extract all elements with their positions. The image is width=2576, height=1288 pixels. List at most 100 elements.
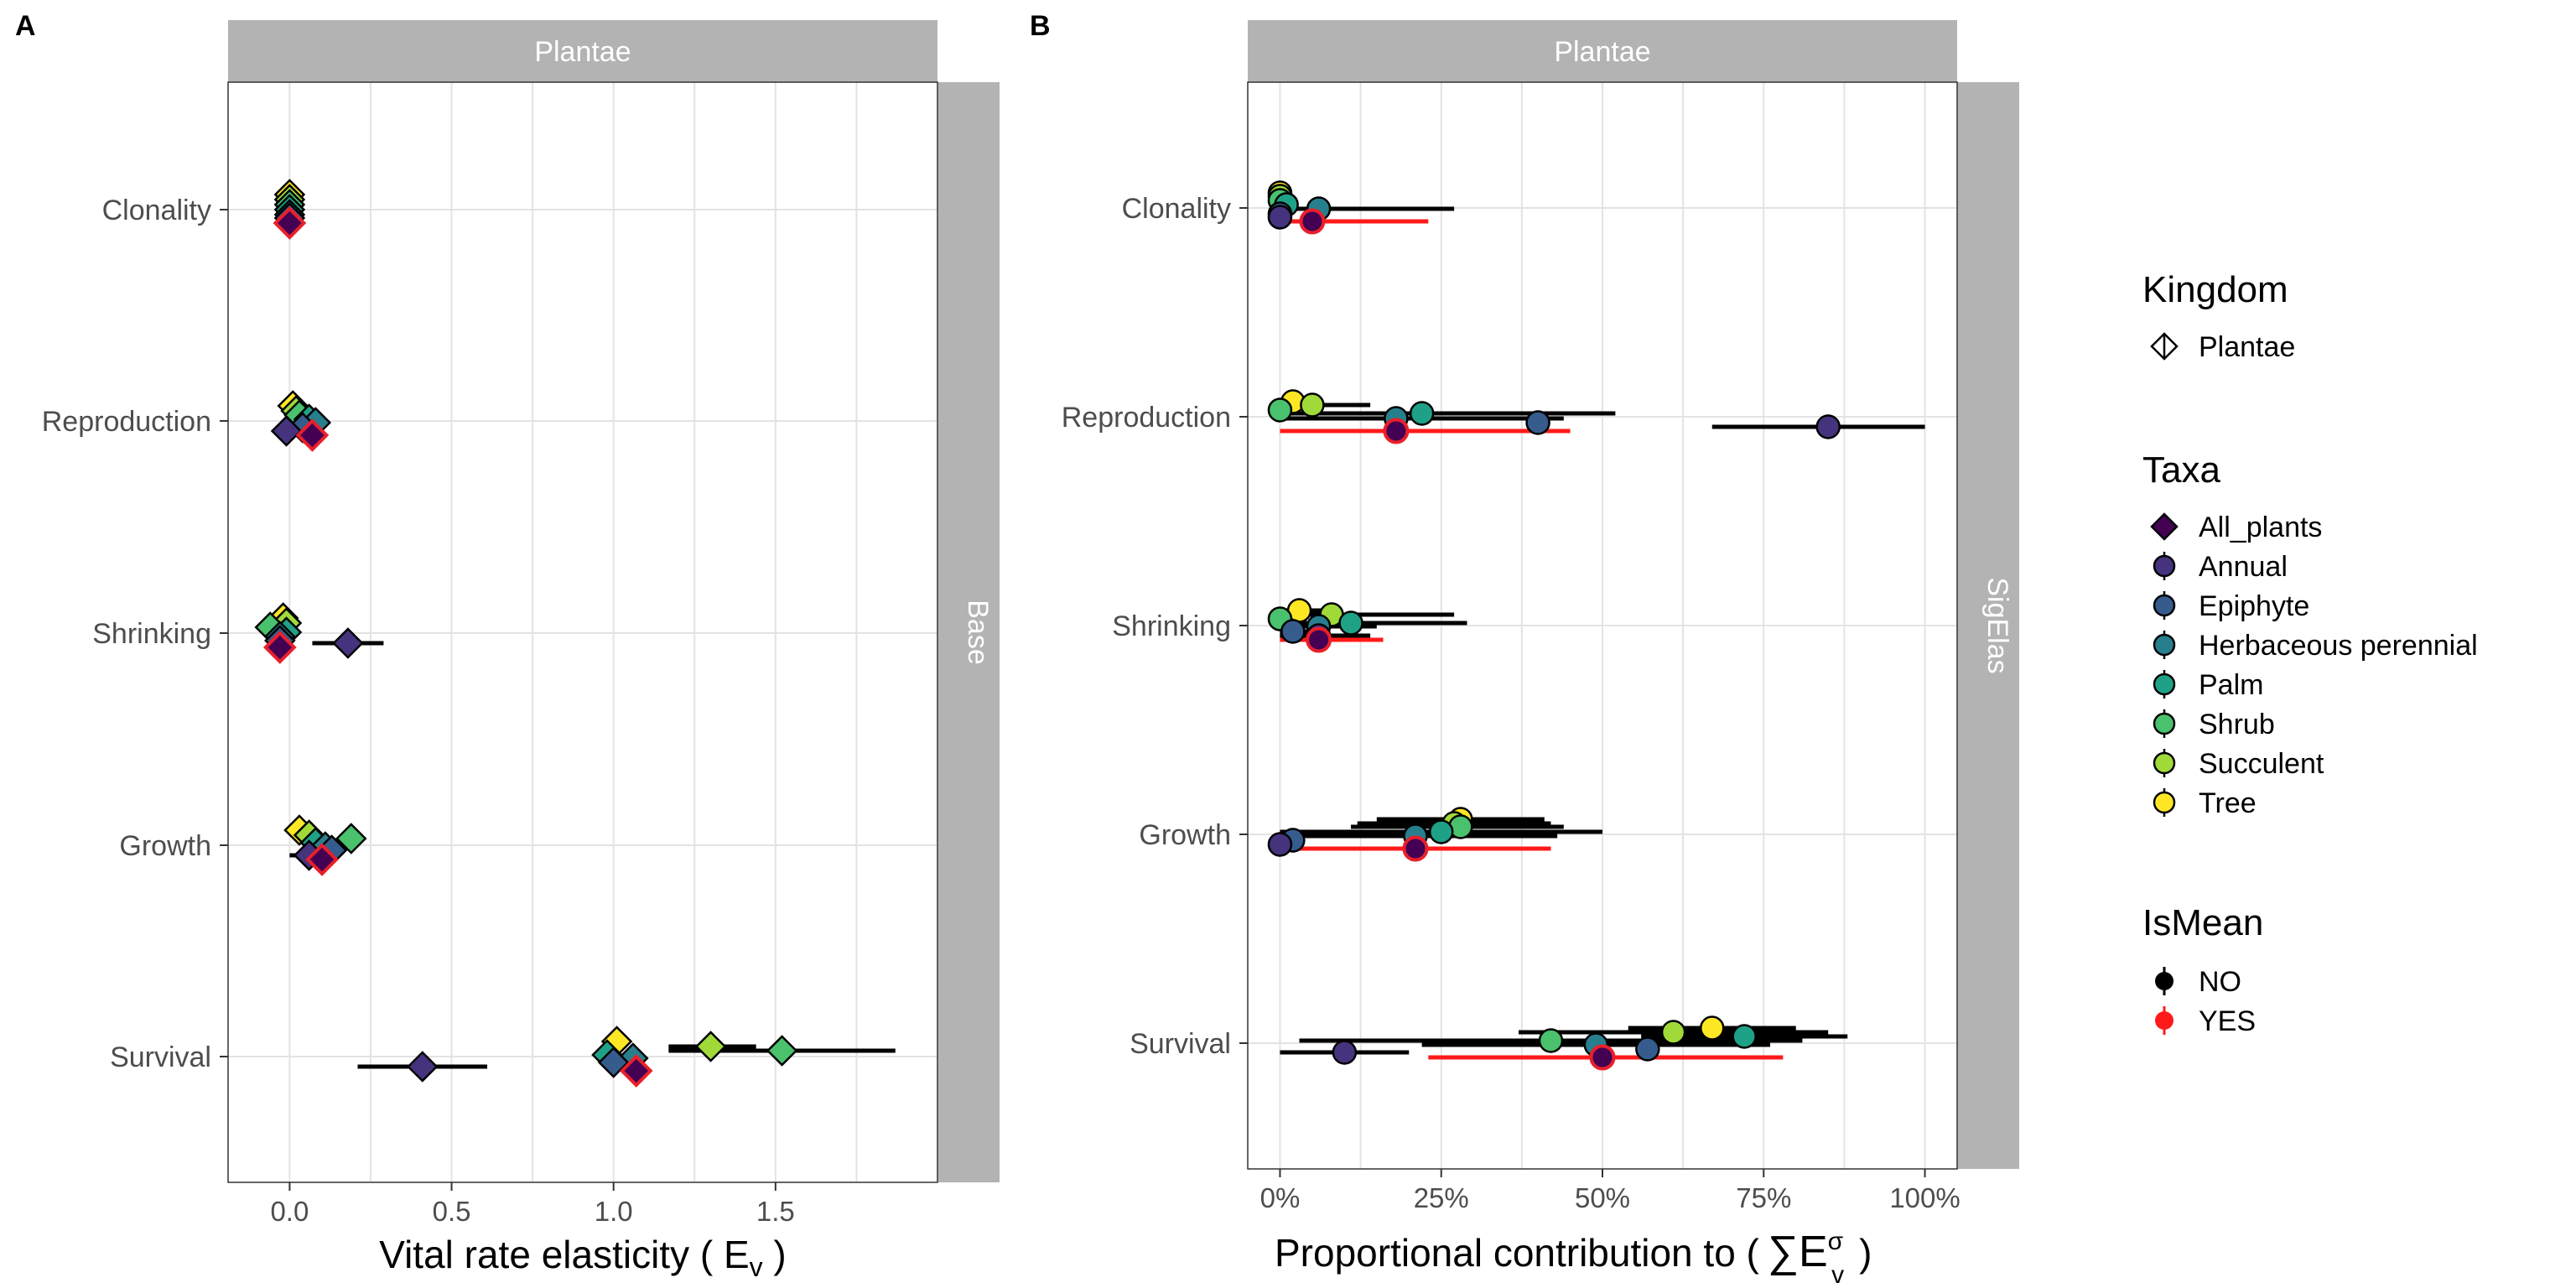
panel-a-top-strip bbox=[228, 20, 937, 82]
panel-a-marks bbox=[254, 179, 896, 1088]
panel-b-point-shrinking-epiphyte bbox=[1280, 619, 1306, 644]
legend-taxa-item-annual: Annual bbox=[2199, 551, 2288, 583]
panel-b-point-survival-tree bbox=[1699, 1015, 1725, 1041]
legend-taxa-item-all-plants: All_plants bbox=[2199, 512, 2322, 543]
panel-b-x-tick-label: 50% bbox=[1575, 1182, 1630, 1213]
panel-b-marks bbox=[1267, 180, 1925, 1071]
panel-b-point-growth-palm bbox=[1428, 819, 1454, 844]
panel-b-point-clonality-all-plants bbox=[1299, 208, 1326, 235]
legend-taxa-item-palm: Palm bbox=[2199, 669, 2263, 701]
legend-ismean-item-yes: YES bbox=[2199, 1005, 2256, 1037]
legend-kingdom: Plantae bbox=[2150, 331, 2295, 363]
panel-a-right-strip-label: Base bbox=[962, 600, 994, 665]
panel-b-point-shrinking-all-plants bbox=[1306, 626, 1332, 653]
panel-a: Plantae Base 0.0 0.5 1.0 1.5 Clonality Reprod… bbox=[42, 20, 1000, 1282]
panel-b-point-growth-all-plants bbox=[1402, 835, 1429, 862]
panel-a-point-reproduction-annual bbox=[270, 415, 303, 447]
panel-b-point-shrinking-palm bbox=[1338, 610, 1363, 636]
panel-b-point-reproduction-shrub bbox=[1267, 397, 1293, 423]
panel-b-point-reproduction-epiphyte bbox=[1525, 410, 1550, 435]
legend-taxa-item-shrub: Shrub bbox=[2199, 709, 2275, 740]
panel-a-category-label-survival: Survival bbox=[110, 1041, 211, 1073]
panel-a-x-tick-label: 1.0 bbox=[595, 1196, 633, 1227]
legend-taxa-item-tree: Tree bbox=[2199, 787, 2257, 819]
panel-a-point-survival-epiphyte bbox=[597, 1046, 630, 1078]
panel-a-label: A bbox=[15, 10, 36, 42]
panel-b-category-label-shrinking: Shrinking bbox=[1112, 610, 1231, 642]
panel-b-x-tick-label: 75% bbox=[1736, 1182, 1791, 1213]
panel-b-point-reproduction-succulent bbox=[1300, 392, 1325, 418]
panel-b-right-strip-label: SigElas bbox=[1981, 577, 2013, 673]
panel-a-point-survival-succulent bbox=[694, 1031, 727, 1062]
panel-b-point-survival-succulent bbox=[1660, 1020, 1686, 1045]
panel-a-point-survival-shrub bbox=[766, 1035, 798, 1067]
panel-b-category-label-clonality: Clonality bbox=[1122, 193, 1231, 225]
legend-taxa-item-herbaceous-perennial: Herbaceous perennial bbox=[2199, 630, 2478, 662]
panel-b-ticks: 0% 25% 50% 75% 100% Clonality Reproduction Shri… bbox=[1062, 193, 1961, 1213]
panel-a-x-tick-label: 0.5 bbox=[433, 1196, 471, 1227]
panel-a-point-shrinking-annual bbox=[332, 627, 364, 659]
panel-b-category-label-growth: Growth bbox=[1139, 819, 1231, 851]
legend-kingdom-title: Kingdom bbox=[2142, 269, 2288, 310]
panel-a-x-tick-label: 0.0 bbox=[270, 1196, 309, 1227]
panel-b: Plantae SigElas 0% 25% 50% 75% 100% Clonality… bbox=[1062, 20, 2019, 1288]
panel-a-point-clonality-all-plants bbox=[273, 206, 307, 240]
legend-taxa-item-epiphyte: Epiphyte bbox=[2199, 590, 2309, 622]
legend-ismean-title: IsMean bbox=[2142, 902, 2263, 943]
panel-a-category-label-shrinking: Shrinking bbox=[92, 618, 211, 650]
panel-b-top-strip bbox=[1248, 20, 1957, 82]
legend-taxa-item-succulent: Succulent bbox=[2199, 748, 2324, 780]
panel-a-point-survival-all-plants bbox=[619, 1054, 653, 1088]
panel-b-category-label-reproduction: Reproduction bbox=[1062, 402, 1231, 434]
panel-b-x-tick-label: 100% bbox=[1889, 1182, 1960, 1213]
panel-a-point-reproduction-all-plants bbox=[295, 418, 330, 452]
panel-b-point-clonality-annual bbox=[1267, 205, 1293, 230]
legend-taxa-key-annual bbox=[2153, 554, 2176, 578]
panel-a-right-strip bbox=[937, 82, 1000, 1182]
panel-b-point-growth-annual bbox=[1267, 832, 1293, 857]
panel-b-point-survival-all-plants bbox=[1589, 1044, 1616, 1071]
panel-b-x-axis-title: Proportional contribution to (∑Eσ v) bbox=[1275, 1228, 1872, 1288]
panel-b-point-survival-annual bbox=[1332, 1040, 1358, 1065]
legend-taxa-key-palm bbox=[2153, 673, 2176, 696]
legend-taxa-key-shrub bbox=[2153, 712, 2176, 735]
panel-a-category-label-reproduction: Reproduction bbox=[42, 406, 211, 438]
panel-a-x-tick-label: 1.5 bbox=[756, 1196, 795, 1227]
panel-a-point-shrinking-all-plants bbox=[262, 631, 297, 664]
panel-b-point-reproduction-annual bbox=[1815, 414, 1841, 439]
panel-b-point-reproduction-all-plants bbox=[1383, 418, 1410, 444]
legend-ismean-key-yes bbox=[2155, 1011, 2174, 1030]
legend-taxa-key-epiphyte bbox=[2153, 594, 2176, 617]
panel-a-point-survival-annual bbox=[407, 1051, 439, 1083]
legend-taxa-key-tree bbox=[2153, 791, 2176, 814]
legend-kingdom-item: Plantae bbox=[2199, 331, 2295, 363]
panel-a-gridlines bbox=[228, 82, 938, 1182]
legend: Kingdom Plantae Taxa All_plants Annual Epi… bbox=[2142, 269, 2478, 1037]
panel-b-right-strip bbox=[1957, 82, 2019, 1169]
panel-a-point-growth-shrub bbox=[335, 823, 367, 854]
panel-a-x-axis-title: Vital rate elasticity ( Ev ) bbox=[379, 1233, 787, 1282]
panel-b-point-reproduction-palm bbox=[1409, 401, 1435, 426]
panel-b-x-tick-label: 0% bbox=[1260, 1182, 1301, 1213]
panel-b-point-survival-epiphyte bbox=[1635, 1036, 1660, 1062]
panel-a-category-label-clonality: Clonality bbox=[102, 195, 211, 226]
panel-b-x-tick-label: 25% bbox=[1414, 1182, 1469, 1213]
panel-b-top-strip-label: Plantae bbox=[1554, 36, 1650, 68]
legend-taxa: All_plants Annual Epiphyte Herbaceous peren… bbox=[2150, 512, 2478, 819]
panel-a-ticks: 0.0 0.5 1.0 1.5 Clonality Reproduction Shrinki… bbox=[42, 195, 795, 1227]
legend-taxa-title: Taxa bbox=[2142, 449, 2220, 491]
panel-b-label: B bbox=[1030, 10, 1051, 42]
panel-a-category-label-growth: Growth bbox=[119, 830, 211, 862]
legend-ismean: NO YES bbox=[2155, 966, 2256, 1037]
panel-a-top-strip-label: Plantae bbox=[534, 36, 631, 68]
panel-b-category-label-survival: Survival bbox=[1130, 1028, 1231, 1060]
panel-b-point-survival-shrub bbox=[1538, 1028, 1564, 1053]
legend-taxa-key-all-plants bbox=[2150, 512, 2179, 541]
legend-ismean-item-no: NO bbox=[2199, 966, 2241, 998]
legend-taxa-key-herbaceous-perennial bbox=[2153, 633, 2176, 657]
panel-b-point-survival-palm bbox=[1732, 1024, 1757, 1049]
legend-taxa-key-succulent bbox=[2153, 751, 2176, 775]
legend-ismean-key-no bbox=[2155, 972, 2174, 990]
panel-a-point-growth-all-plants bbox=[305, 843, 339, 876]
